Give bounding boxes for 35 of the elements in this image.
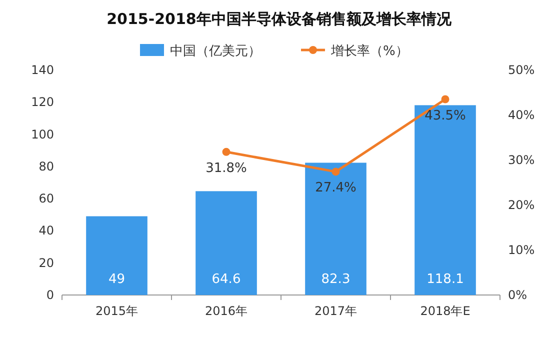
point <box>441 95 450 104</box>
y-tick-label: 120 <box>31 95 54 110</box>
data-label: 82.3 <box>321 272 350 287</box>
y-tick-label: 100 <box>31 127 54 142</box>
y2-tick-label: 20% <box>508 198 535 212</box>
data-label: 64.6 <box>212 272 241 287</box>
y2-tick-label: 40% <box>508 108 535 122</box>
point <box>332 168 340 176</box>
y2-tick-label: 50% <box>508 63 535 77</box>
y-tick-label: 60 <box>38 192 54 206</box>
legend-label: 增长率（%） <box>330 43 408 59</box>
x-tick-label: 2015年 <box>95 304 138 318</box>
y-tick-label: 0 <box>46 288 54 302</box>
y2-tick-label: 30% <box>508 153 535 167</box>
bar <box>86 216 148 295</box>
x-tick-label: 2017年 <box>314 304 358 318</box>
x-tick-label: 2018年E <box>420 304 470 318</box>
y-tick-label: 140 <box>31 63 54 77</box>
legend-label: 中国（亿美元） <box>170 43 261 59</box>
bar <box>414 105 476 295</box>
data-label: 27.4% <box>315 180 356 196</box>
data-label: 49 <box>108 272 126 287</box>
data-label: 31.8% <box>206 160 247 176</box>
y-tick-label: 40 <box>38 224 54 238</box>
y2-tick-label: 0% <box>508 288 528 302</box>
data-label: 118.1 <box>426 272 464 287</box>
bar <box>196 191 257 295</box>
y-tick-label: 20 <box>38 256 54 270</box>
y2-tick-label: 10% <box>508 243 535 257</box>
point <box>222 148 230 156</box>
data-label: 43.5% <box>424 108 466 124</box>
y-tick-label: 80 <box>38 159 54 174</box>
x-tick-label: 2016年 <box>204 304 248 318</box>
chart-title: 2015-2018年中国半导体设备销售额及增长率情况 <box>106 10 452 28</box>
bar <box>305 162 366 295</box>
